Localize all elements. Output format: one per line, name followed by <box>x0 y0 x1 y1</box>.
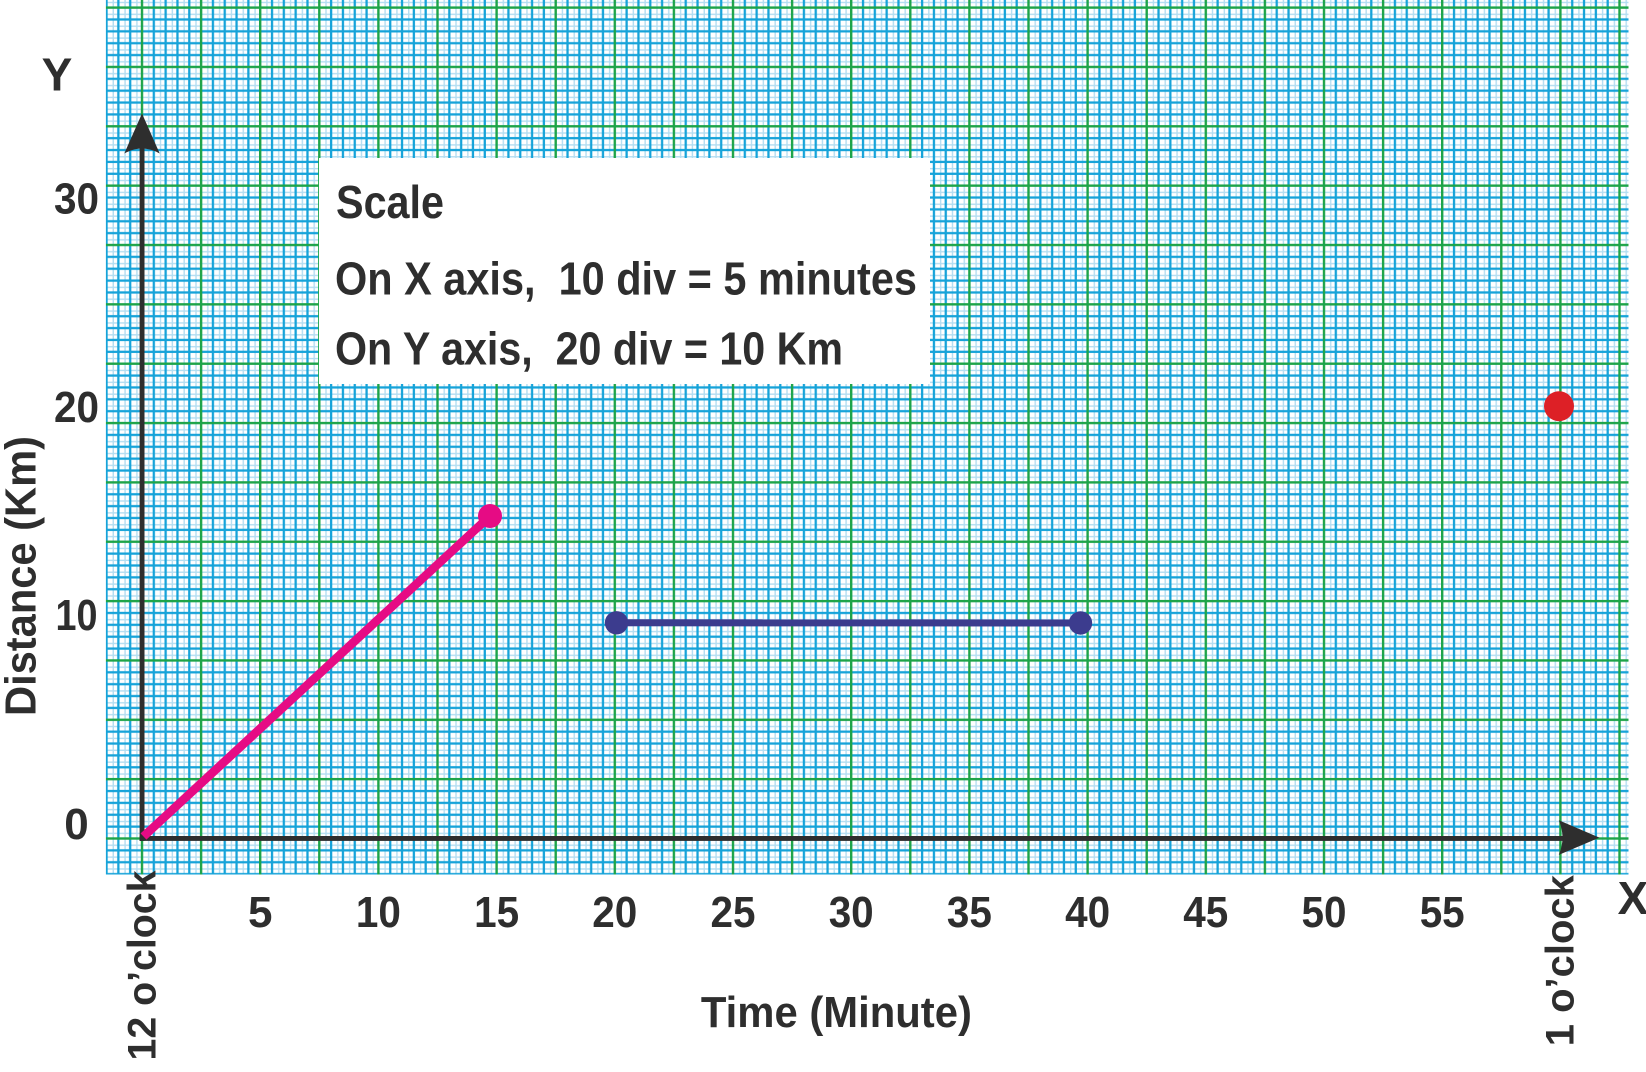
svg-text:Time (Minute): Time (Minute) <box>701 988 972 1037</box>
svg-text:25: 25 <box>711 888 756 937</box>
svg-text:0: 0 <box>64 800 88 849</box>
svg-text:X: X <box>1618 872 1646 924</box>
svg-text:10: 10 <box>56 591 98 640</box>
svg-text:30: 30 <box>829 888 874 937</box>
svg-text:Y: Y <box>42 49 73 101</box>
svg-text:5: 5 <box>248 888 272 937</box>
svg-text:Distance (Km): Distance (Km) <box>0 436 46 716</box>
svg-text:10: 10 <box>356 888 401 937</box>
svg-text:1 o’clock: 1 o’clock <box>1538 874 1582 1046</box>
svg-text:30: 30 <box>54 175 99 224</box>
svg-text:Scale: Scale <box>336 176 444 228</box>
svg-text:45: 45 <box>1183 888 1228 937</box>
svg-text:On X axis, 10 div = 5 minutes: On X axis, 10 div = 5 minutes <box>335 253 917 305</box>
svg-text:15: 15 <box>474 888 519 937</box>
svg-text:20: 20 <box>592 888 637 937</box>
svg-text:12 o’clock: 12 o’clock <box>121 870 165 1061</box>
svg-text:35: 35 <box>947 888 992 937</box>
svg-text:55: 55 <box>1420 888 1465 937</box>
svg-text:20: 20 <box>54 383 99 432</box>
svg-text:40: 40 <box>1065 888 1110 937</box>
svg-text:On Y axis, 20 div = 10 Km: On Y axis, 20 div = 10 Km <box>335 323 843 375</box>
svg-text:50: 50 <box>1302 888 1347 937</box>
